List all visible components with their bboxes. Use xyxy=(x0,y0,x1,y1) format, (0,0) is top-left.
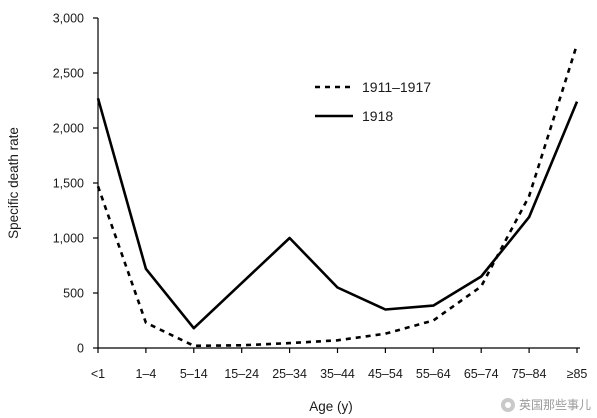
y-tick-label: 2,000 xyxy=(53,122,84,136)
legend-item-1911-1917: 1911–1917 xyxy=(315,79,431,95)
x-tick-label: 45–54 xyxy=(368,367,403,381)
series-line-1911-1917 xyxy=(96,44,579,348)
series-line-1918 xyxy=(96,97,579,330)
x-tick-label: 25–34 xyxy=(272,367,307,381)
x-ticks: <1 1–4 5–14 15–24 25–34 35–44 45–54 55–64 65–74 7… xyxy=(91,348,588,381)
x-tick-label: 65–74 xyxy=(464,367,499,381)
y-tick-label: 1,000 xyxy=(53,232,84,246)
y-tick-label: 2,500 xyxy=(53,67,84,81)
y-tick-label: 3,000 xyxy=(53,12,84,26)
x-tick-label: 15–24 xyxy=(224,367,259,381)
x-tick-label: 1–4 xyxy=(135,367,156,381)
brand-logo-icon xyxy=(500,397,515,412)
y-axis-title: Specific death rate xyxy=(6,127,21,239)
legend-item-1918: 1918 xyxy=(315,108,393,124)
x-tick-label: 35–44 xyxy=(320,367,355,381)
watermark-text: 英国那些事儿 xyxy=(518,398,591,412)
y-tick-label: 500 xyxy=(63,287,84,301)
y-ticks: 0 500 1,000 1,500 2,000 2,500 3,000 xyxy=(53,12,98,356)
x-tick-label: ≥85 xyxy=(567,367,588,381)
legend: 1911–1917 1918 xyxy=(315,79,431,124)
y-tick-label: 1,500 xyxy=(53,177,84,191)
x-tick-label: <1 xyxy=(91,367,105,381)
x-tick-label: 75–84 xyxy=(512,367,547,381)
x-tick-label: 55–64 xyxy=(416,367,451,381)
y-tick-label: 0 xyxy=(77,342,84,356)
legend-label-1911-1917: 1911–1917 xyxy=(362,79,431,95)
legend-label-1918: 1918 xyxy=(362,108,393,124)
watermark: 英国那些事儿 xyxy=(500,396,591,413)
x-axis-title: Age (y) xyxy=(309,399,353,414)
series-layer xyxy=(96,44,579,348)
x-tick-label: 5–14 xyxy=(180,367,208,381)
